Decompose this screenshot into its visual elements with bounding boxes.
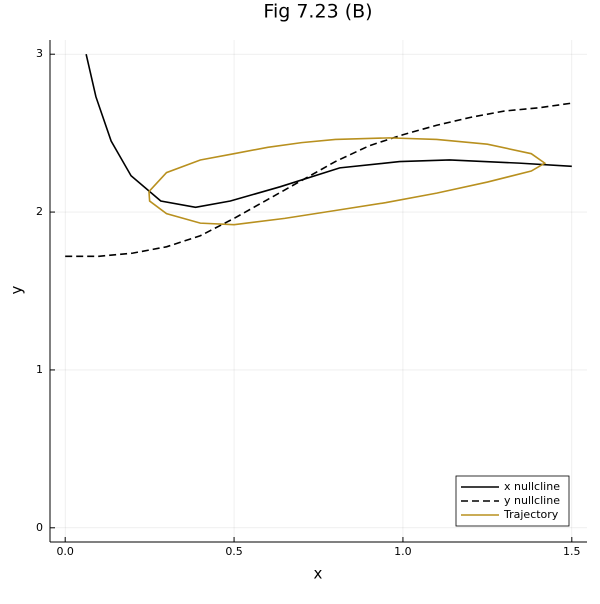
- x-tick-label: 1.5: [563, 545, 581, 558]
- x-tick-label: 1.0: [394, 545, 412, 558]
- y-tick-label: 3: [36, 47, 43, 60]
- legend-label: x nullcline: [504, 480, 560, 493]
- y-axis-label: y: [8, 285, 26, 294]
- y-tick-label: 0: [36, 521, 43, 534]
- series-line: [148, 137, 547, 226]
- series-line: [85, 54, 572, 209]
- chart-title: Fig 7.23 (B): [263, 1, 372, 23]
- x-tick-label: 0.0: [56, 545, 74, 558]
- legend-label: Trajectory: [503, 508, 559, 521]
- series-line: [65, 102, 572, 258]
- y-tick-label: 2: [36, 205, 43, 218]
- legend-label: y nullcline: [504, 494, 560, 507]
- x-tick-label: 0.5: [225, 545, 243, 558]
- x-axis-label: x: [314, 565, 323, 583]
- y-tick-label: 1: [36, 363, 43, 376]
